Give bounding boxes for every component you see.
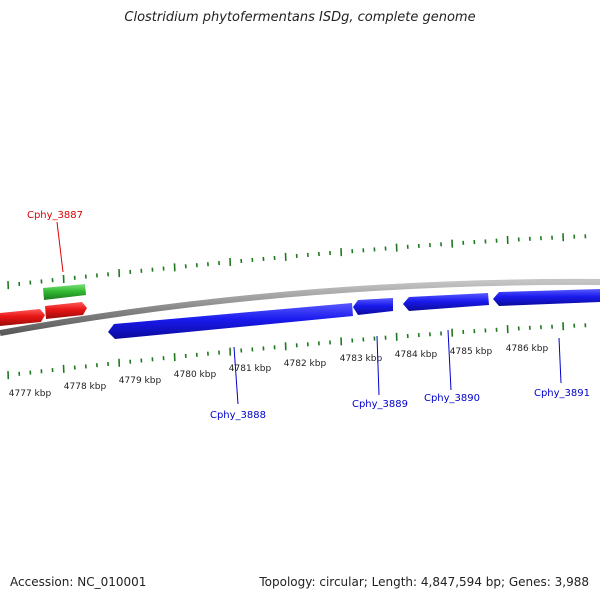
gene-labels: Cphy_3887 Cphy_3888 Cphy_3889 Cphy_3890 … — [27, 210, 590, 421]
scale-label: 4777 kbp — [9, 389, 52, 399]
leader-line — [558, 337, 562, 384]
gene-label-cphy-3887[interactable]: Cphy_3887 — [27, 210, 83, 221]
leader-line — [233, 346, 239, 405]
forward-tick-row — [7, 233, 587, 290]
genome-backbone — [0, 278, 600, 336]
scale-label: 4785 kbp — [450, 347, 493, 357]
leader-line — [447, 329, 452, 391]
gene-label-cphy-3889[interactable]: Cphy_3889 — [352, 399, 408, 410]
gene-arrow-cphy-3890[interactable] — [403, 293, 489, 311]
reverse-tick-row — [7, 322, 587, 380]
map-title: Clostridium phytofermentans ISDg, comple… — [124, 10, 476, 25]
gene-arrow-cphy-3889[interactable] — [353, 298, 393, 315]
scale-label: 4784 kbp — [395, 350, 438, 360]
leader-line — [376, 335, 380, 396]
genome-summary-text: Topology: circular; Length: 4,847,594 bp… — [259, 575, 589, 589]
scale-label: 4783 kbp — [340, 354, 383, 364]
scale-label: 4781 kbp — [229, 364, 272, 374]
leader-line — [56, 221, 64, 273]
gene-arrow-cphy-3887[interactable] — [45, 302, 87, 319]
scale-label: 4780 kbp — [174, 370, 217, 380]
gene-arrow-forward-1[interactable] — [0, 309, 45, 326]
scale-label: 4778 kbp — [64, 382, 107, 392]
gene-label-cphy-3891[interactable]: Cphy_3891 — [534, 388, 590, 399]
rna-gene[interactable] — [43, 284, 86, 300]
accession-text: Accession: NC_010001 — [10, 575, 147, 589]
scale-label: 4782 kbp — [284, 359, 327, 369]
scale-labels: 4777 kbp 4778 kbp 4779 kbp 4780 kbp 4781… — [9, 344, 549, 399]
scale-label: 4786 kbp — [506, 344, 549, 354]
gene-arrow-cphy-3891[interactable] — [493, 289, 600, 306]
gene-label-leaders — [56, 221, 562, 405]
scale-label: 4779 kbp — [119, 376, 162, 386]
gene-label-cphy-3888[interactable]: Cphy_3888 — [210, 410, 266, 421]
gene-label-cphy-3890[interactable]: Cphy_3890 — [424, 393, 480, 404]
gene-arrow-cphy-3888[interactable] — [108, 303, 353, 339]
